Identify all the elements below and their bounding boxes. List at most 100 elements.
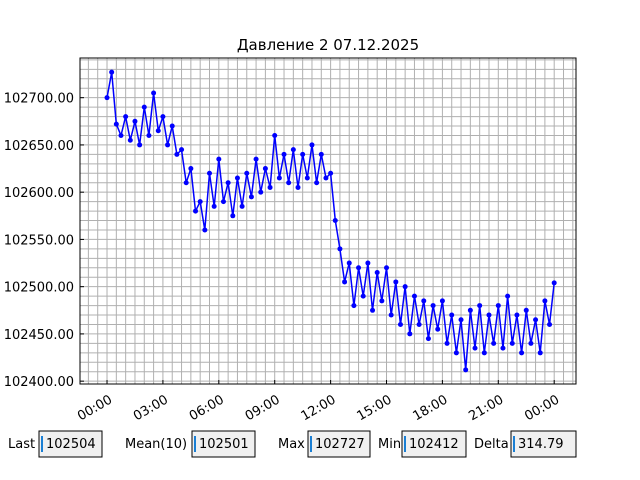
data-point	[174, 151, 180, 157]
data-point	[216, 156, 222, 162]
data-point	[472, 345, 478, 351]
data-point	[444, 340, 450, 346]
data-point	[286, 180, 292, 186]
data-point	[477, 303, 483, 309]
data-point	[137, 142, 143, 148]
data-point	[169, 123, 175, 129]
x-tick-label: 09:00	[243, 392, 283, 424]
data-point	[300, 151, 306, 157]
data-point	[109, 69, 115, 75]
y-tick-label: 102650.00	[4, 139, 74, 154]
stat-box	[38, 430, 103, 458]
stat-value: 102412	[409, 437, 459, 452]
data-point	[365, 260, 371, 266]
data-point	[155, 128, 161, 134]
data-point	[230, 213, 236, 219]
stat-value: 314.79	[518, 437, 564, 452]
data-point	[123, 114, 129, 120]
x-tick-label: 00:00	[75, 392, 115, 424]
data-point	[388, 312, 394, 318]
x-tick-label: 12:00	[299, 392, 339, 424]
data-point	[547, 321, 553, 327]
data-point	[304, 175, 310, 181]
data-point	[253, 156, 259, 162]
data-point	[351, 303, 357, 309]
data-point	[290, 147, 296, 153]
data-point	[514, 312, 520, 318]
data-point	[258, 189, 264, 195]
data-point	[519, 350, 525, 356]
plot-frame	[79, 57, 577, 385]
stat-value: 102501	[199, 437, 249, 452]
data-point	[486, 312, 492, 318]
y-tick-label: 102450.00	[4, 328, 74, 343]
y-tick-label: 102500.00	[4, 281, 74, 296]
x-tick-label: 03:00	[131, 392, 171, 424]
data-point	[523, 307, 529, 313]
data-point	[276, 175, 282, 181]
data-point	[467, 307, 473, 313]
data-point	[430, 303, 436, 309]
stat-box	[307, 430, 371, 458]
data-point	[146, 132, 152, 138]
data-point	[206, 170, 212, 176]
data-point	[416, 321, 422, 327]
data-point	[160, 114, 166, 120]
stat-label: Max	[278, 437, 305, 452]
data-point	[202, 227, 208, 233]
x-tick-label: 18:00	[410, 392, 450, 424]
data-point	[421, 298, 427, 304]
data-point	[328, 170, 334, 176]
data-point	[533, 317, 539, 323]
data-point	[379, 298, 385, 304]
data-point	[425, 336, 431, 342]
x-tick-label: 15:00	[355, 392, 395, 424]
data-point	[458, 317, 464, 323]
data-point	[384, 265, 390, 271]
data-point	[211, 203, 217, 209]
data-point	[374, 269, 380, 275]
stat-box	[191, 430, 256, 458]
data-point	[272, 132, 278, 138]
data-point	[332, 218, 338, 224]
x-tick-label: 06:00	[187, 392, 227, 424]
data-point	[463, 367, 469, 373]
data-point	[360, 293, 366, 299]
data-point	[397, 321, 403, 327]
data-point	[318, 151, 324, 157]
data-point	[127, 137, 133, 143]
data-point	[435, 326, 441, 332]
data-point	[220, 199, 226, 205]
data-point	[370, 307, 376, 313]
data-point	[356, 265, 362, 271]
data-point	[262, 166, 268, 172]
data-point	[281, 151, 287, 157]
stat-label: Min	[378, 437, 401, 452]
data-point	[314, 180, 320, 186]
data-point	[141, 104, 147, 110]
stat-label: Mean(10)	[125, 437, 187, 452]
data-point	[439, 298, 445, 304]
data-point	[495, 303, 501, 309]
stat-value: 102727	[315, 437, 365, 452]
data-point	[393, 279, 399, 285]
y-tick-label: 102600.00	[4, 186, 74, 201]
data-point	[244, 170, 250, 176]
stat-box	[510, 430, 577, 458]
data-point	[323, 175, 329, 181]
data-point	[225, 180, 231, 186]
data-point	[505, 293, 511, 299]
data-point	[500, 345, 506, 351]
stat-label: Delta	[474, 437, 509, 452]
data-point	[267, 184, 273, 190]
data-point	[239, 203, 245, 209]
data-point	[113, 121, 119, 127]
data-point	[528, 340, 534, 346]
data-point	[551, 280, 557, 286]
stat-value: 102504	[46, 437, 96, 452]
data-point	[342, 279, 348, 285]
y-tick-label: 102700.00	[4, 92, 74, 107]
data-point	[183, 180, 189, 186]
data-point	[537, 350, 543, 356]
